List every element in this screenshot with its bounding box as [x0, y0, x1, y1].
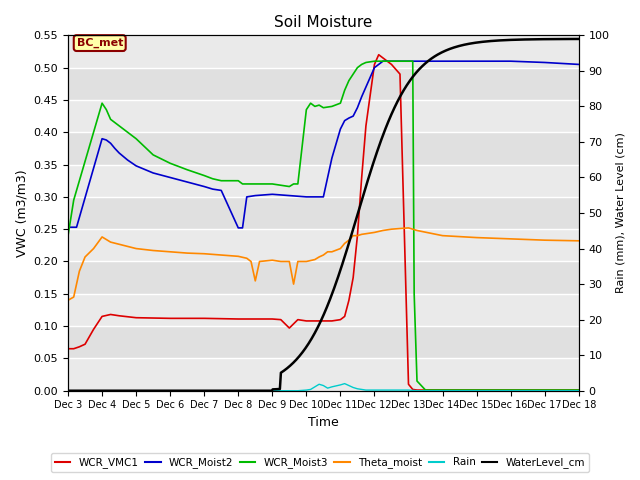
Bar — [68, 100, 579, 132]
Text: BC_met: BC_met — [77, 38, 123, 48]
Bar — [68, 229, 579, 262]
Bar — [68, 165, 579, 197]
Y-axis label: Rain (mm), Water Level (cm): Rain (mm), Water Level (cm) — [615, 132, 625, 293]
Bar — [68, 294, 579, 326]
X-axis label: Time: Time — [308, 416, 339, 429]
Title: Soil Moisture: Soil Moisture — [274, 15, 372, 30]
Y-axis label: VWC (m3/m3): VWC (m3/m3) — [15, 169, 28, 257]
Bar — [68, 359, 579, 391]
Legend: WCR_VMC1, WCR_Moist2, WCR_Moist3, Theta_moist, Rain, WaterLevel_cm: WCR_VMC1, WCR_Moist2, WCR_Moist3, Theta_… — [51, 453, 589, 472]
Bar — [68, 36, 579, 68]
